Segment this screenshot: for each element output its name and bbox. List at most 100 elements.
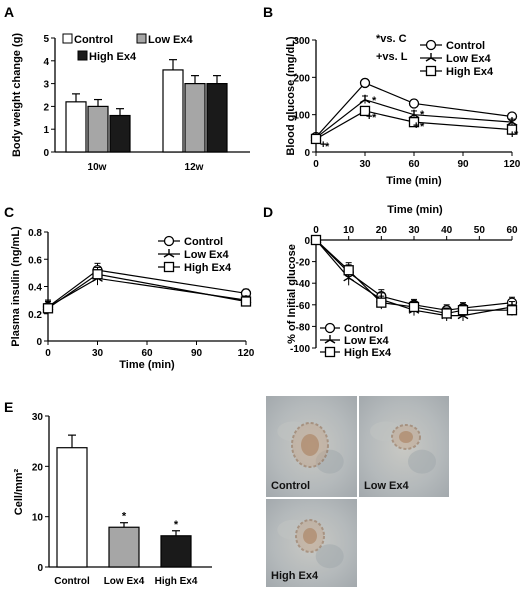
data-point	[408, 98, 420, 109]
y-tick-label: 3	[43, 80, 49, 91]
y-tick-label: 0.4	[28, 283, 42, 294]
series-line	[47, 273, 247, 309]
legend-marker	[163, 235, 175, 247]
data-point	[359, 94, 371, 104]
y-tick-label: 2	[43, 102, 49, 113]
legend-swatch	[77, 50, 88, 61]
series-line	[315, 99, 513, 139]
legend-label: High Ex4	[446, 66, 494, 78]
panel-letter: B	[263, 4, 273, 20]
x-tick-label: 30	[408, 225, 420, 236]
series-line	[47, 277, 247, 308]
panel-a: A 0 1 2 3 4 5 10w 12w Body weight change (g) Contr…	[4, 4, 250, 173]
y-tick-label: 5	[43, 34, 49, 45]
panel-letter: A	[4, 4, 14, 20]
y-tick-label: -100	[290, 344, 310, 355]
legend-label: Low Ex4	[148, 34, 194, 46]
y-tick-label: 300	[293, 36, 310, 47]
bar	[65, 101, 87, 153]
bar	[160, 535, 192, 568]
y-tick-label: 0.2	[28, 310, 42, 321]
bar	[206, 82, 228, 153]
x-tick-label: 90	[191, 348, 203, 359]
x-tick-label: 20	[376, 225, 388, 236]
panel-letter: C	[4, 204, 14, 220]
micrograph-tile	[359, 396, 449, 497]
y-tick-label: 0	[37, 563, 43, 574]
bar	[87, 105, 109, 153]
bar	[184, 82, 206, 153]
series-line	[315, 82, 513, 138]
y-tick-label: 30	[32, 412, 44, 423]
tissue-texture	[408, 449, 436, 474]
y-tick-label: 0	[304, 148, 310, 159]
legend-marker	[324, 335, 336, 344]
panel-letter: E	[4, 399, 13, 415]
y-tick-label: -80	[296, 322, 311, 333]
y-tick-label: -20	[296, 258, 311, 269]
significance-mark: *	[174, 519, 179, 531]
data-point	[240, 296, 252, 307]
x-tick-label: 90	[457, 159, 469, 170]
significance-mark: +	[366, 111, 372, 123]
significance-mark: +	[320, 139, 326, 151]
micrograph-panel: Control Low Ex4 High Ex4	[266, 396, 449, 587]
data-point	[359, 105, 371, 117]
legend-label: Control	[344, 323, 383, 335]
data-point	[506, 124, 518, 135]
y-axis-label: % of Initial glucose	[286, 244, 298, 344]
tissue-texture	[277, 421, 310, 442]
data-point	[506, 305, 518, 316]
data-point	[359, 77, 371, 89]
series-line	[315, 110, 513, 140]
legend-label: High Ex4	[184, 262, 232, 274]
legend-marker	[324, 322, 336, 334]
data-point	[408, 301, 420, 313]
x-tick-label: 60	[408, 159, 420, 170]
legend-label: Low Ex4	[344, 335, 390, 347]
significance-mark: *	[420, 109, 425, 121]
bar	[109, 114, 131, 153]
legend-label: Control	[184, 236, 223, 248]
legend-swatch	[136, 33, 147, 44]
legend-label: Control	[74, 34, 113, 46]
legend-label: High Ex4	[89, 51, 137, 63]
category-label: High Ex4	[155, 576, 198, 587]
x-tick-label: 60	[506, 225, 518, 236]
x-tick-label: 0	[313, 159, 319, 170]
legend-marker	[163, 261, 175, 273]
legend-label: Low Ex4	[446, 53, 492, 65]
x-tick-label: 40	[441, 225, 453, 236]
micrograph-label: Control	[271, 480, 310, 492]
x-tick-label: 120	[238, 348, 255, 359]
x-axis-label: Time (min)	[387, 204, 443, 216]
y-tick-label: 100	[293, 111, 310, 122]
panel-e: E 0 10 20 30 Control * Low Ex4 * High Ex4 Cell/mm²	[4, 399, 212, 587]
y-tick-label: 4	[43, 57, 49, 68]
y-tick-label: 20	[32, 462, 44, 473]
bar	[108, 526, 140, 568]
tissue-texture	[277, 519, 310, 540]
category-label: 10w	[88, 162, 107, 173]
significance-mark: *	[420, 121, 425, 133]
data-point	[408, 116, 420, 128]
tissue-texture	[315, 449, 344, 474]
data-point	[441, 308, 452, 319]
y-axis-label: Cell/mm²	[13, 468, 25, 515]
data-point	[310, 133, 322, 145]
data-point	[457, 305, 469, 316]
x-axis-label: Time (min)	[119, 359, 175, 371]
bar	[162, 69, 184, 153]
category-label: 12w	[185, 162, 204, 173]
data-point	[343, 265, 354, 276]
islet-stain-core	[399, 431, 413, 443]
legend-marker	[324, 346, 336, 358]
significance-mark: *	[122, 511, 127, 523]
x-tick-label: 50	[474, 225, 486, 236]
legend-label: Low Ex4	[184, 249, 230, 261]
data-point	[92, 269, 103, 280]
panel-c: C 0 0.2 0.4 0.6 0.8 0 30 60 90 120 Time (min) Plasma…	[4, 204, 255, 371]
x-tick-label: 60	[141, 348, 153, 359]
x-tick-label: 30	[92, 348, 104, 359]
